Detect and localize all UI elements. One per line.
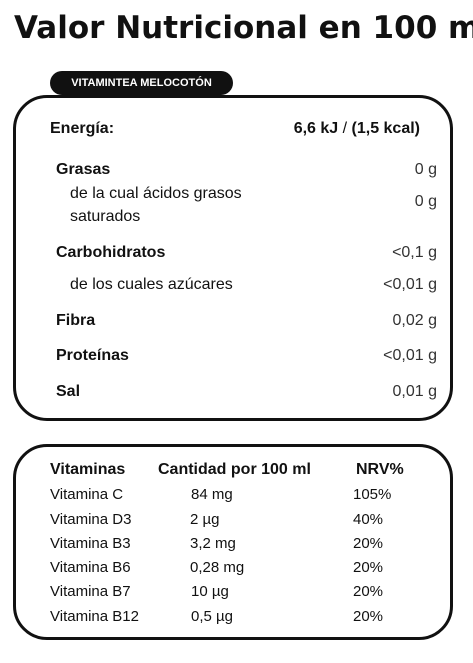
nutrient-value-fiber: 0,02 g	[392, 312, 437, 329]
vitamin-name: Vitamina B6	[50, 559, 131, 576]
nutrient-value-sugars: <0,01 g	[383, 276, 437, 293]
energy-kj: 6,6 kJ	[293, 120, 339, 137]
energy-kcal: (1,5 kcal)	[351, 120, 420, 137]
nutrient-label-fat: Grasas	[56, 161, 111, 178]
vitamin-name: Vitamina B12	[50, 608, 139, 625]
vitamin-nrv: 20%	[353, 559, 384, 576]
vitamin-nrv: 20%	[353, 535, 384, 552]
nutrient-label-saturated-line2: saturados	[70, 208, 141, 225]
nutrient-label-sugars: de los cuales azúcares	[70, 276, 233, 293]
vitamin-name: Vitamina C	[50, 486, 124, 503]
vitamins-header-nrv: NRV%	[356, 461, 404, 478]
vitamin-name: Vitamina B3	[50, 535, 131, 552]
energy-separator: /	[338, 120, 352, 137]
vitamin-amount: 2 µg	[190, 511, 220, 528]
energy-value: 6,6 kJ / (1,5 kcal)	[294, 120, 420, 138]
vitamin-amount: 10 µg	[191, 583, 229, 600]
vitamin-name: Vitamina D3	[50, 511, 132, 528]
vitamin-nrv: 20%	[353, 608, 384, 625]
product-tag: VITAMINTEA MELOCOTÓN	[50, 71, 233, 95]
nutrient-label-protein: Proteínas	[56, 347, 129, 364]
nutrient-value-saturated: 0 g	[414, 193, 437, 210]
page-title: Valor Nutricional en 100 ml	[14, 10, 473, 46]
vitamin-amount: 84 mg	[191, 486, 233, 503]
energy-label: Energía:	[50, 120, 115, 137]
nutrient-label-fiber: Fibra	[56, 312, 96, 329]
nutrition-box	[13, 95, 453, 421]
nutrient-label-salt: Sal	[56, 383, 81, 400]
nutrient-value-protein: <0,01 g	[383, 347, 437, 364]
vitamin-amount: 0,5 µg	[191, 608, 234, 625]
nutrient-value-carbs: <0,1 g	[392, 244, 437, 261]
vitamin-nrv: 40%	[353, 511, 384, 528]
vitamin-name: Vitamina B7	[50, 583, 131, 600]
nutrient-label-carbs: Carbohidratos	[56, 244, 166, 261]
vitamins-header-name: Vitaminas	[50, 461, 126, 478]
vitamin-amount: 0,28 mg	[190, 559, 245, 576]
vitamin-nrv: 20%	[353, 583, 384, 600]
vitamin-nrv: 105%	[353, 486, 392, 503]
nutrient-value-salt: 0,01 g	[392, 383, 437, 400]
nutrient-value-fat: 0 g	[414, 161, 437, 178]
vitamins-box	[13, 444, 453, 640]
vitamins-header-amount: Cantidad por 100 ml	[158, 461, 311, 478]
nutrient-label-saturated-line1: de la cual ácidos grasos	[70, 185, 242, 202]
vitamin-amount: 3,2 mg	[190, 535, 236, 552]
